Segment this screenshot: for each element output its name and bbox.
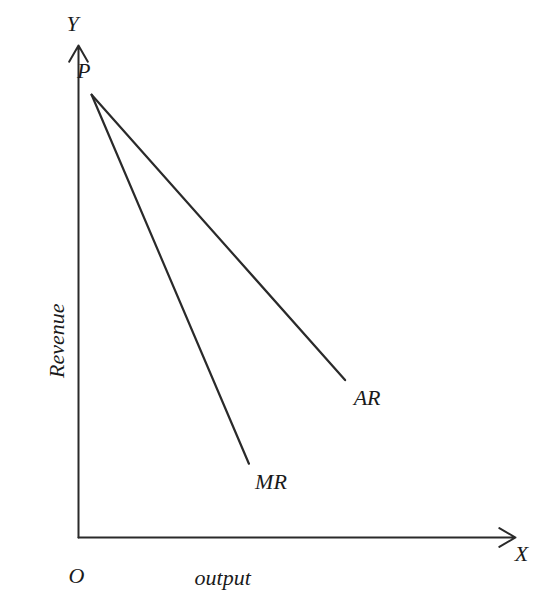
svg-text:MR: MR	[254, 469, 287, 494]
svg-text:output: output	[195, 565, 252, 590]
svg-text:Y: Y	[66, 11, 81, 36]
svg-text:O: O	[69, 563, 85, 588]
svg-text:AR: AR	[352, 385, 381, 410]
svg-text:P: P	[76, 58, 90, 83]
svg-text:X: X	[514, 541, 530, 566]
svg-text:Revenue: Revenue	[44, 303, 69, 379]
